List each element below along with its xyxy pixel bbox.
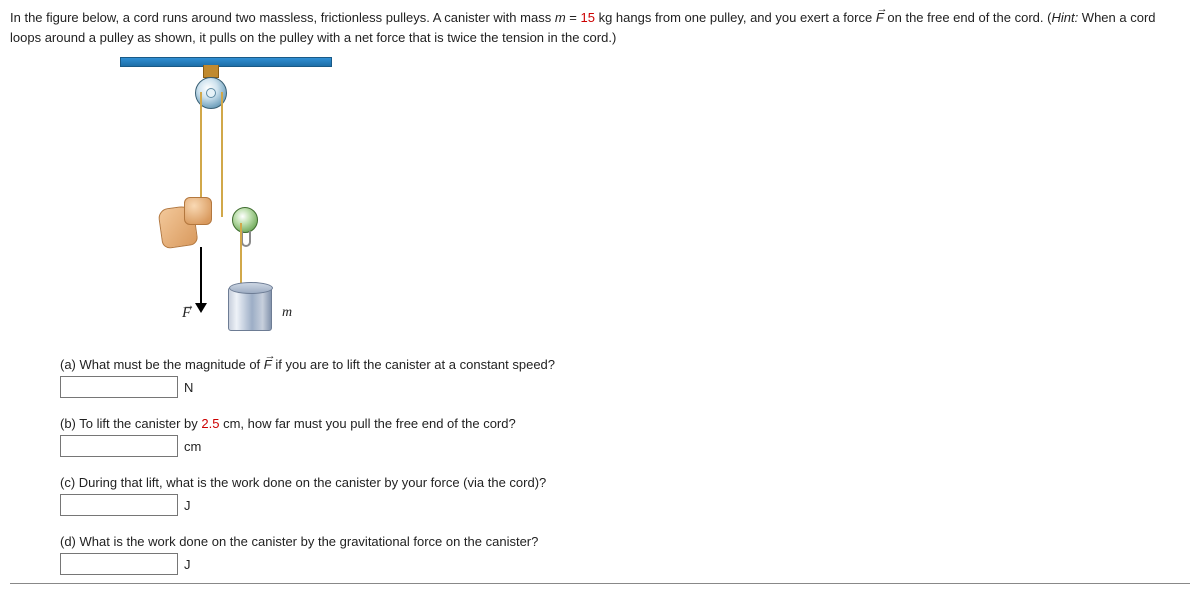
qd-text: (d) What is the work done on the caniste… [60, 534, 1060, 549]
intro-post-mass: kg hangs from one pulley, and you exert … [595, 10, 876, 25]
answer-input-c[interactable] [60, 494, 178, 516]
intro-pre: In the figure below, a cord runs around … [10, 10, 555, 25]
unit-d: J [184, 557, 191, 572]
hook-icon [241, 231, 251, 247]
ceiling-bar [120, 57, 332, 67]
unit-c: J [184, 498, 191, 513]
qb-value: 2.5 [201, 416, 219, 431]
force-arrowhead-icon [195, 303, 207, 313]
intro-eq: = [566, 10, 581, 25]
divider [10, 583, 1190, 584]
hand-icon [184, 197, 212, 225]
hint-label: Hint: [1051, 10, 1078, 25]
unit-a: N [184, 380, 193, 395]
cord-segment [221, 92, 223, 217]
qc-text: (c) During that lift, what is the work d… [60, 475, 1060, 490]
unit-b: cm [184, 439, 201, 454]
answer-input-d[interactable] [60, 553, 178, 575]
question-a: (a) What must be the magnitude of F if y… [60, 357, 1060, 398]
force-vector: F [876, 8, 884, 28]
question-b: (b) To lift the canister by 2.5 cm, how … [60, 416, 1060, 457]
mass-value: 15 [580, 10, 594, 25]
answer-input-b[interactable] [60, 435, 178, 457]
force-label: F [182, 305, 191, 322]
question-c: (c) During that lift, what is the work d… [60, 475, 1060, 516]
mass-variable: m [555, 10, 566, 25]
figure: m F [120, 57, 1190, 337]
mass-label: m [282, 305, 292, 321]
qa-post: if you are to lift the canister at a con… [272, 357, 555, 372]
canister-icon [228, 287, 272, 331]
qa-pre: (a) What must be the magnitude of [60, 357, 264, 372]
question-d: (d) What is the work done on the caniste… [60, 534, 1060, 575]
qa-force-vector: F [264, 357, 272, 372]
answer-input-a[interactable] [60, 376, 178, 398]
questions-section: (a) What must be the magnitude of F if y… [60, 357, 1060, 575]
intro-post-force: on the free end of the cord. ( [884, 10, 1052, 25]
force-arrow [200, 247, 202, 305]
cord-segment [200, 92, 202, 212]
qb-post: cm, how far must you pull the free end o… [219, 416, 515, 431]
problem-statement: In the figure below, a cord runs around … [10, 8, 1190, 47]
bottom-pulley-icon [232, 207, 258, 233]
qb-pre: (b) To lift the canister by [60, 416, 201, 431]
